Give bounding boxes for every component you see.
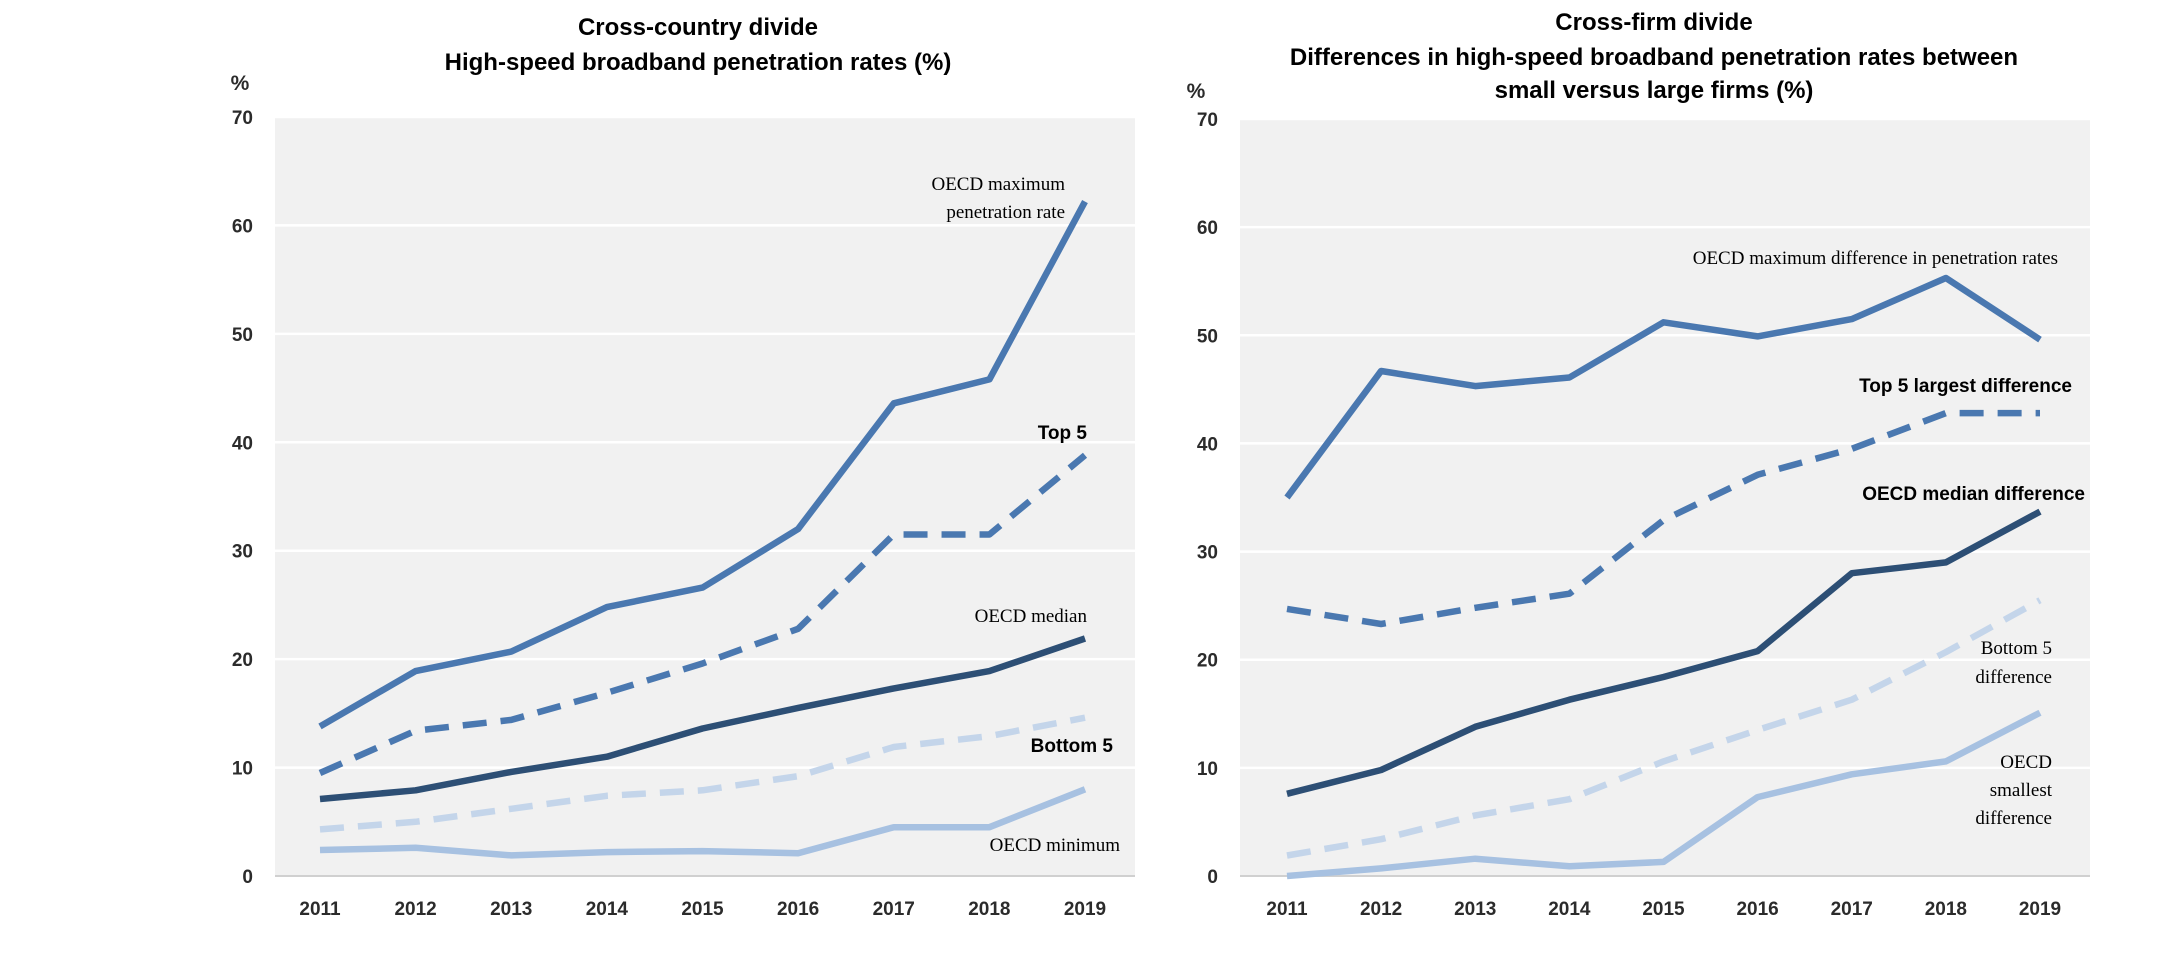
series-label: Top 5 largest difference (1859, 376, 2072, 397)
y-tick-label: 0 (242, 867, 253, 888)
left-chart-subtitle: High-speed broadband penetration rates (… (445, 49, 952, 76)
x-tick-label: 2019 (1064, 899, 1106, 920)
y-tick-label: 60 (1197, 218, 1218, 239)
y-tick-label: 40 (232, 433, 253, 454)
x-tick-label: 2016 (1736, 899, 1778, 920)
x-tick-label: 2013 (490, 899, 532, 920)
left-chart-title: Cross-country divide (578, 14, 818, 41)
y-tick-label: 50 (232, 325, 253, 346)
x-tick-label: 2017 (1831, 899, 1873, 920)
series-label: Top 5 (1038, 423, 1088, 444)
x-tick-label: 2019 (2019, 899, 2061, 920)
series-label: Bottom 5 (1981, 638, 2052, 659)
right-unit-label: % (1187, 80, 1206, 103)
y-tick-label: 30 (1197, 543, 1218, 564)
y-tick-label: 70 (232, 108, 253, 129)
x-tick-label: 2016 (777, 899, 819, 920)
series-label: OECD median difference (1862, 484, 2085, 505)
right-chart-subtitle-line-1: Differences in high-speed broadband pene… (1290, 44, 2018, 71)
series-label: penetration rate (946, 202, 1065, 223)
right-chart: 0 10 20 30 40 50 60 70 2011 2012 2013 2014 2015 2016 2… (1197, 110, 2090, 920)
series-label: OECD maximum difference in penetration r… (1693, 248, 2058, 269)
right-chart-title: Cross-firm divide (1555, 9, 1752, 36)
series-label: smallest (1990, 780, 2053, 801)
x-tick-label: 2014 (586, 899, 629, 920)
x-tick-label: 2011 (299, 899, 341, 920)
right-chart-subtitle-line-2: small versus large firms (%) (1495, 77, 1814, 104)
y-tick-label: 10 (1197, 759, 1218, 780)
plot-area (275, 117, 1135, 876)
y-tick-label: 40 (1197, 434, 1218, 455)
x-tick-label: 2015 (1642, 899, 1685, 920)
series-label: difference (1975, 667, 2052, 688)
plot-area (1240, 119, 2090, 876)
series-label: Bottom 5 (1031, 736, 1114, 757)
y-tick-label: 70 (1197, 110, 1218, 131)
series-label: difference (1975, 808, 2052, 829)
y-tick-label: 10 (232, 759, 253, 780)
x-tick-label: 2014 (1548, 899, 1591, 920)
x-tick-label: 2012 (1360, 899, 1402, 920)
series-line (1286, 409, 2040, 628)
series-label: OECD maximum (931, 174, 1065, 195)
x-tick-label: 2018 (1925, 899, 1967, 920)
x-tick-label: 2017 (873, 899, 915, 920)
series-label: OECD median (975, 606, 1088, 627)
y-tick-label: 0 (1207, 867, 1218, 888)
left-unit-label: % (231, 72, 250, 95)
y-tick-label: 60 (232, 216, 253, 237)
x-tick-label: 2015 (681, 899, 724, 920)
y-tick-label: 20 (232, 650, 253, 671)
y-tick-label: 50 (1197, 326, 1218, 347)
x-tick-label: 2012 (394, 899, 436, 920)
series-label: OECD (2000, 752, 2052, 773)
series-label: OECD minimum (990, 835, 1121, 856)
y-tick-label: 30 (232, 542, 253, 563)
x-tick-label: 2013 (1454, 899, 1496, 920)
y-tick-label: 20 (1197, 651, 1218, 672)
x-tick-label: 2011 (1266, 899, 1308, 920)
x-tick-label: 2018 (968, 899, 1010, 920)
left-chart: 0 10 20 30 40 50 60 70 2011 2012 2013 2014 2015 2016 2… (232, 108, 1135, 920)
